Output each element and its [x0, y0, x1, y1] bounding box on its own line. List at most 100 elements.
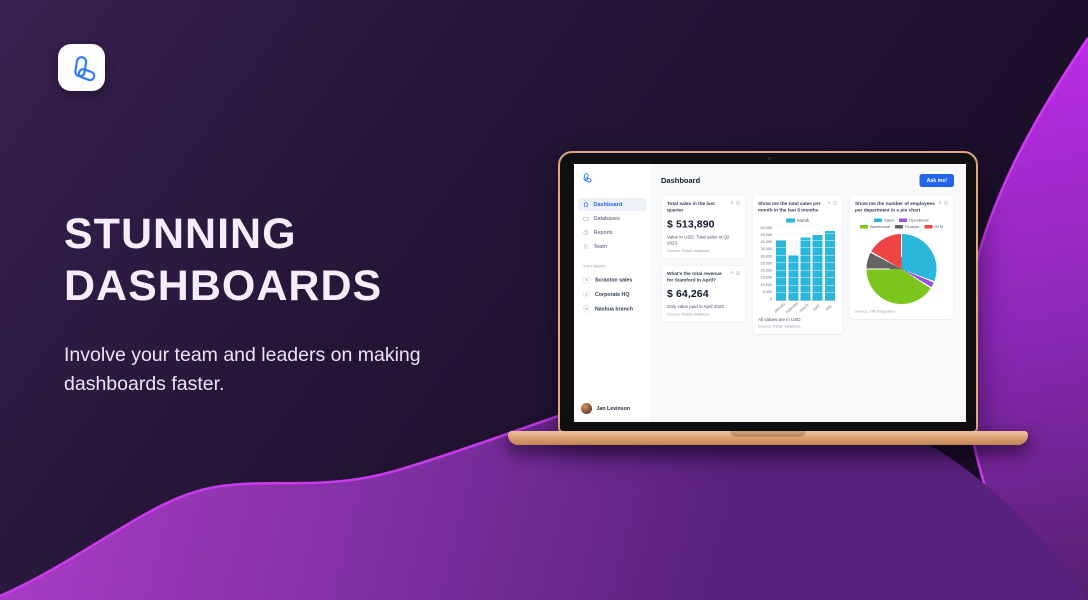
- edit-icon[interactable]: ✎: [730, 200, 735, 206]
- kpi-card-stamford-revenue: What's the total revenue for Stamford in…: [661, 264, 746, 323]
- edit-icon[interactable]: ✎: [938, 200, 943, 206]
- legend-item: Operations: [899, 217, 929, 223]
- x-tick-label: March: [798, 302, 810, 313]
- sidebar-team-scranton[interactable]: S Scranton sales: [578, 273, 647, 287]
- gridline: [774, 270, 837, 271]
- team-initial-badge: C: [583, 290, 591, 298]
- folder-icon: [583, 216, 589, 221]
- bar-bars: [774, 226, 837, 301]
- chart-icon: [583, 230, 589, 235]
- hero-section: STUNNING DASHBOARDS Involve your team an…: [64, 208, 464, 399]
- collapse-icon[interactable]: ⊟: [833, 200, 837, 206]
- y-tick-label: 30,000: [760, 253, 772, 259]
- edit-icon[interactable]: ✎: [730, 270, 735, 276]
- collapse-icon[interactable]: ⊟: [944, 200, 948, 206]
- bar-chart: 50,000 45,000 40,000 35,000 30,000 25,000 20,0…: [758, 225, 837, 314]
- sidebar-item-label: Team: [593, 243, 607, 250]
- gridline: [774, 240, 837, 241]
- sidebar-team-corporate[interactable]: C Corporate HQ: [578, 288, 647, 302]
- kpi-source: Source: Retail database: [667, 248, 710, 253]
- card-title: Total sales in the last quarter: [667, 201, 715, 213]
- laptop-camera: [768, 157, 771, 160]
- gridline: [774, 232, 837, 234]
- kpi-source: Source: Retail database: [667, 312, 710, 317]
- collapse-icon[interactable]: ⊟: [736, 200, 740, 206]
- gridline: [774, 225, 837, 226]
- legend-swatch: [859, 224, 868, 229]
- app-logo-icon: [583, 173, 592, 183]
- kpi-value: $ 513,890: [667, 218, 715, 230]
- laptop-base-notch: [730, 431, 806, 437]
- bar-yaxis: 50,000 45,000 40,000 35,000 30,000 25,000 20,0…: [758, 226, 774, 301]
- chart-source: Source: Retail database: [758, 323, 801, 329]
- sidebar-item-databases[interactable]: Databases: [578, 212, 647, 225]
- kpi-description: Only sales paid in April 2023.: [667, 304, 726, 310]
- card-title: Show me the total sales per month in the…: [758, 201, 821, 213]
- brand-logo: [58, 44, 105, 91]
- legend-label: GTM: [934, 224, 944, 229]
- app-main: Dashboard Ask me! Total sales in the las…: [651, 164, 966, 422]
- app-logo: [581, 172, 651, 186]
- legend-item: Sales: [874, 217, 895, 223]
- legend-swatch: [874, 218, 883, 222]
- sidebar-item-label: Dashboard: [593, 201, 623, 208]
- gridline: [774, 255, 837, 256]
- chart-source: Source: HR integration: [855, 308, 896, 314]
- page-title: Dashboard: [661, 176, 701, 185]
- legend-label: Finance: [905, 224, 920, 229]
- gridline: [774, 292, 837, 293]
- hero-title-line1: STUNNING: [64, 210, 297, 258]
- bar-legend: Month: [758, 218, 837, 223]
- user-menu[interactable]: Jan Levinson: [574, 403, 651, 414]
- sidebar-item-reports[interactable]: Reports: [578, 226, 647, 239]
- legend-swatch: [924, 224, 933, 229]
- bar: [800, 237, 811, 301]
- pie-chart-card: Show me the number of employees per depa…: [849, 195, 954, 320]
- card-title: Show me the number of employees per depa…: [855, 201, 935, 213]
- teams-section-label: Your teams: [583, 263, 606, 269]
- legend-item: GTM: [924, 224, 943, 229]
- sidebar-item-team[interactable]: Team: [578, 240, 647, 253]
- sidebar-item-label: Reports: [593, 229, 613, 236]
- legend-label: Operations: [909, 217, 929, 223]
- sidebar-team-nashua[interactable]: N Nashua branch: [578, 302, 647, 316]
- home-icon: [583, 201, 589, 207]
- avatar: [581, 403, 592, 414]
- legend-label: Month: [797, 217, 810, 223]
- edit-icon[interactable]: ✎: [827, 200, 832, 206]
- team-label: Scranton sales: [595, 276, 633, 283]
- x-tick-label: April: [811, 303, 821, 312]
- y-tick-label: 20,000: [760, 268, 772, 273]
- legend-item: Finance: [895, 224, 919, 229]
- pie-legend: Sales Operations Warehouse Finance GTM: [857, 218, 946, 229]
- pie-chart: [866, 233, 937, 304]
- brand-logo-icon: [73, 55, 95, 81]
- gridline: [774, 277, 837, 278]
- collapse-icon[interactable]: ⊟: [736, 270, 740, 276]
- app-sidebar: Dashboard Databases Reports: [574, 164, 651, 422]
- y-tick-label: 0: [769, 296, 772, 302]
- user-name: Jan Levinson: [596, 405, 631, 412]
- bar-plot: [774, 225, 837, 301]
- sidebar-item-dashboard[interactable]: Dashboard: [578, 198, 647, 211]
- laptop-lid: Dashboard Databases Reports: [558, 151, 978, 433]
- legend-label: Sales: [884, 217, 895, 223]
- y-tick-label: 35,000: [760, 246, 772, 252]
- y-tick-label: 10,000: [760, 282, 772, 287]
- people-icon: [583, 244, 589, 249]
- kpi-card-total-sales: Total sales in the last quarter ✎ ⊟ $ 51…: [661, 195, 746, 259]
- x-tick-label: May: [824, 303, 833, 312]
- bar: [812, 234, 823, 301]
- team-label: Corporate HQ: [595, 291, 630, 298]
- card-title: What's the total revenue for Stamford in…: [667, 270, 722, 283]
- kpi-value: $ 64,264: [667, 288, 709, 300]
- hero-title-line2: DASHBOARDS: [64, 262, 383, 311]
- gridline: [774, 247, 837, 249]
- y-tick-label: 40,000: [760, 239, 772, 245]
- y-tick-label: 45,000: [760, 232, 772, 237]
- bottom-wave-edge: [0, 398, 611, 598]
- gridline: [774, 262, 837, 264]
- ask-me-button[interactable]: Ask me!: [919, 174, 954, 187]
- legend-swatch: [785, 218, 795, 223]
